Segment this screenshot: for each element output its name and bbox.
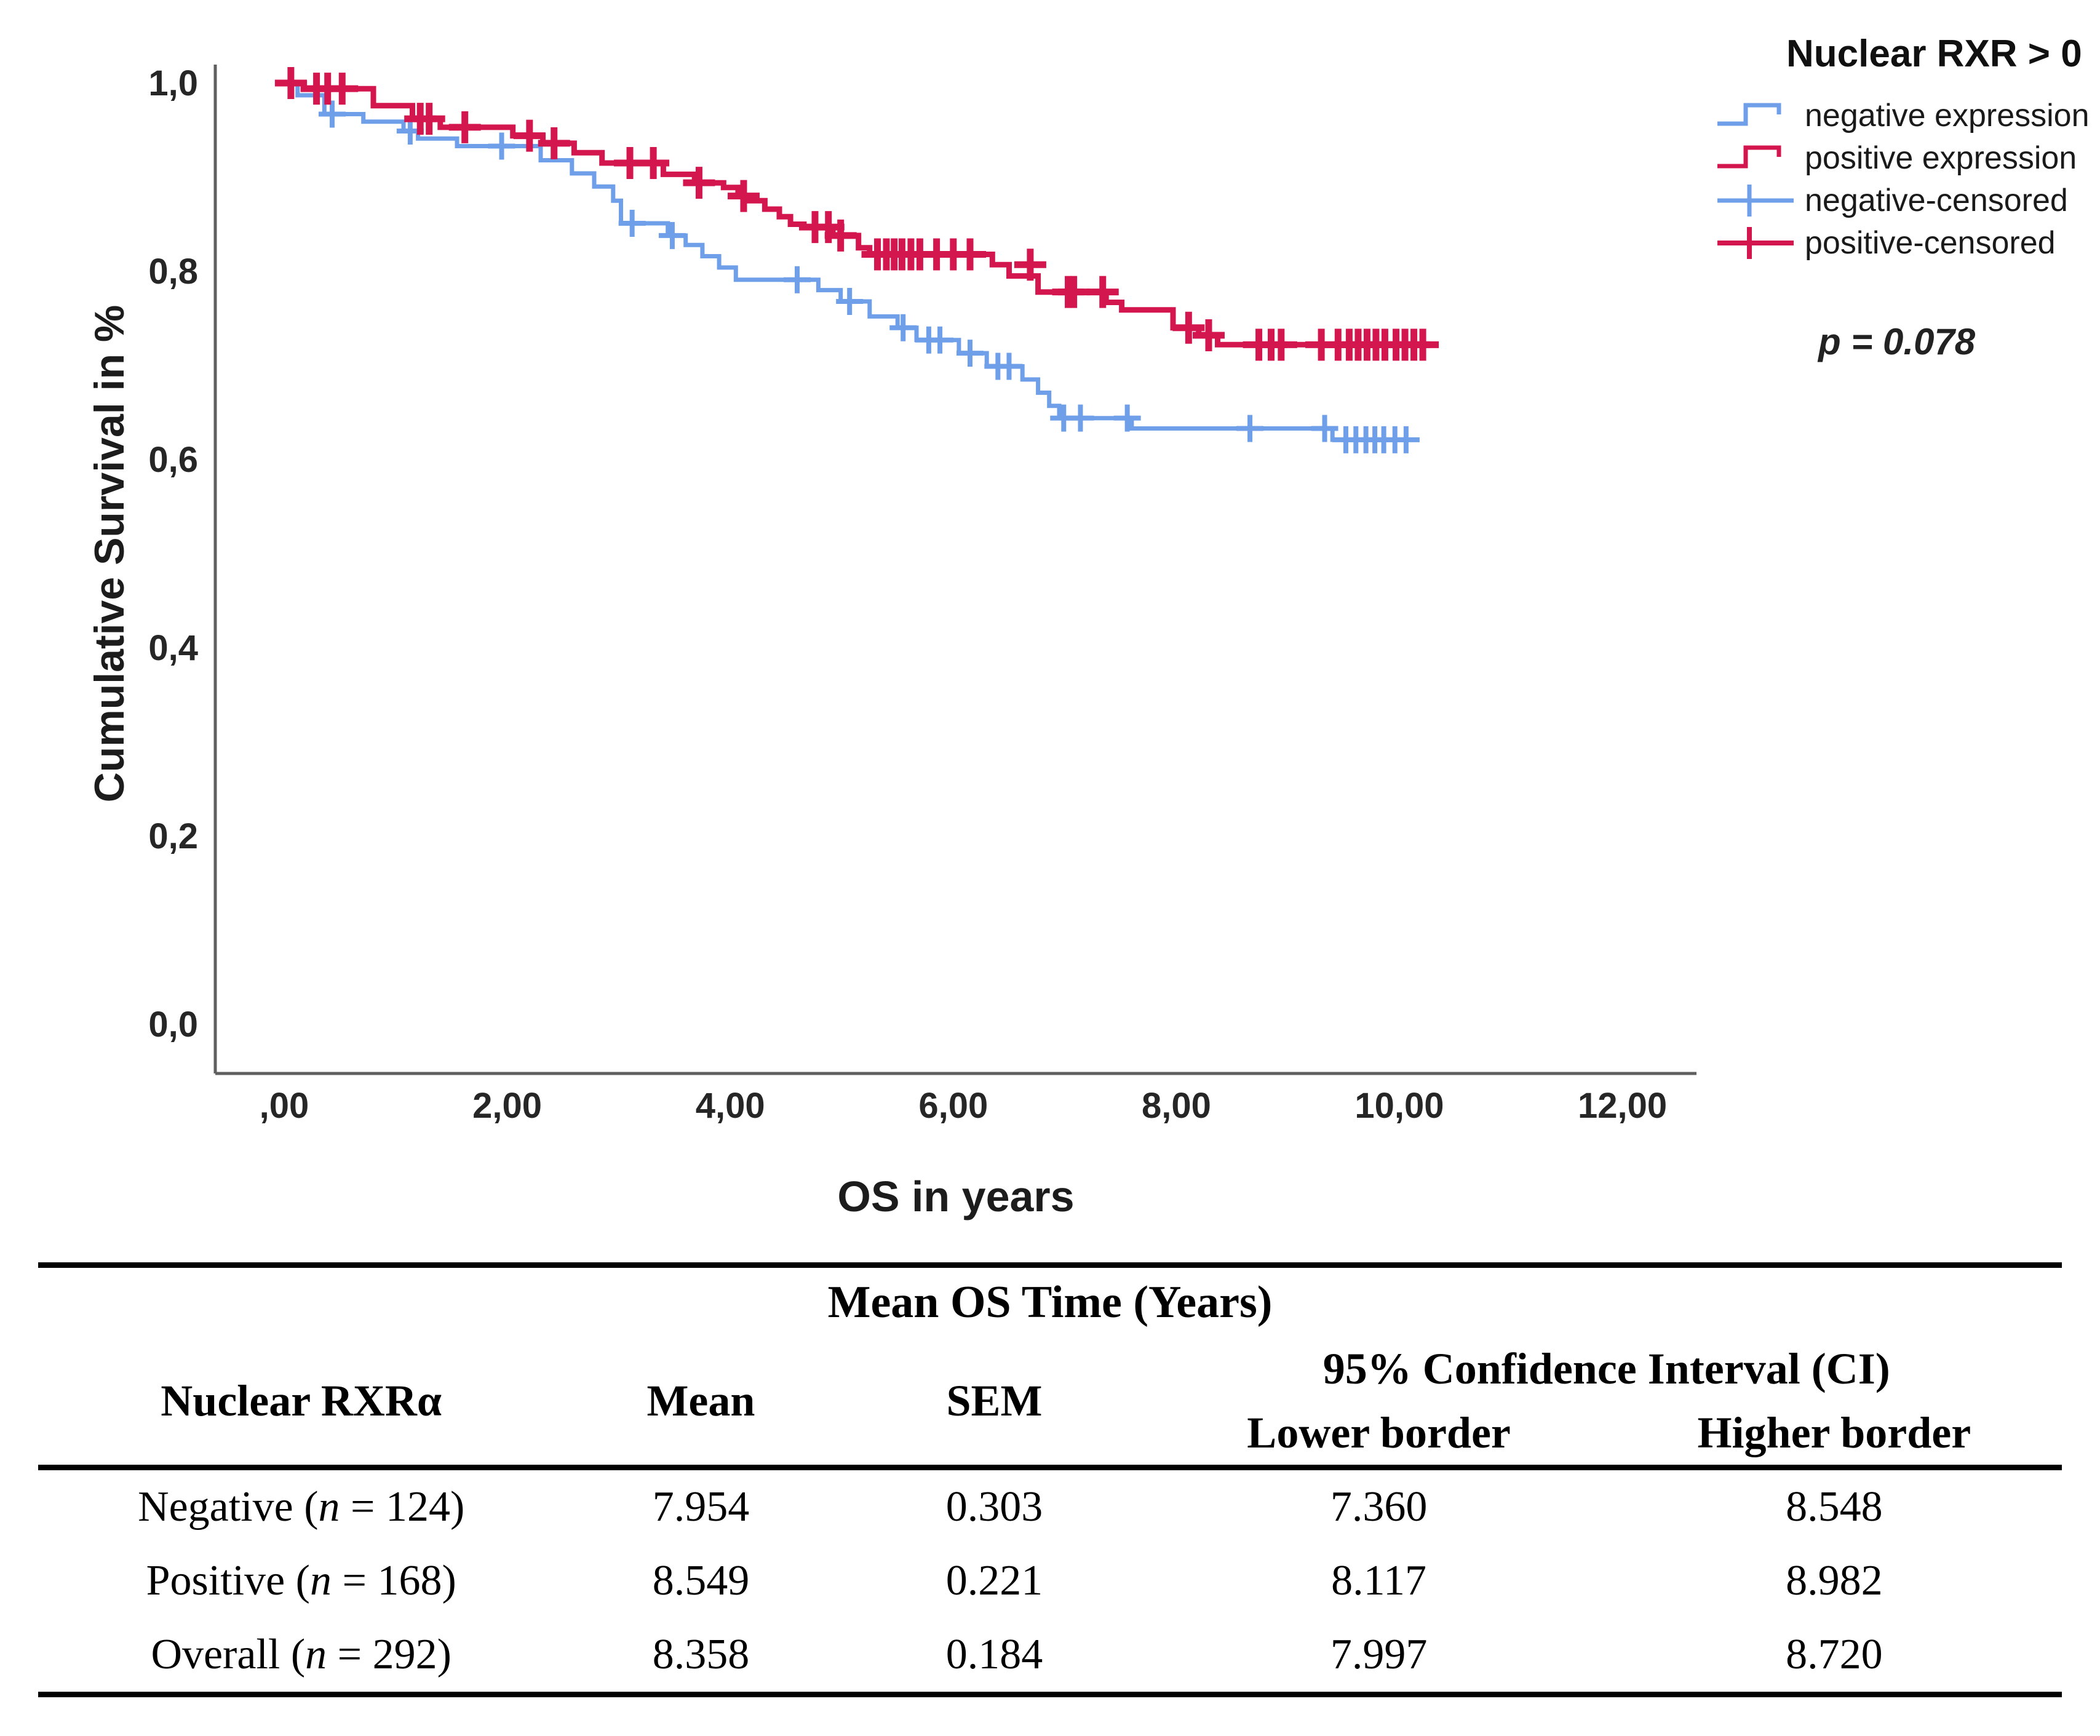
x-tick-label: 4,00: [696, 1086, 765, 1126]
x-tick-label: ,00: [260, 1086, 309, 1126]
x-tick-label: 8,00: [1142, 1086, 1211, 1126]
row-label: Positive (n = 168): [146, 1557, 456, 1604]
cell-higher: 8.548: [1786, 1483, 1883, 1531]
table-title: Mean OS Time (Years): [827, 1276, 1273, 1328]
legend-label-positive-censored: positive-censored: [1805, 225, 2056, 261]
km-plot-svg: 1,0 0,8 0,6 0,4 0,2 0,0 ,00 2,00 4,00 6,00 8,00 10,…: [148, 63, 1696, 1126]
cell-mean: 8.358: [652, 1631, 750, 1678]
x-tick-label: 10,00: [1354, 1086, 1444, 1126]
legend-item-positive-censored: positive-censored: [1715, 221, 2100, 264]
legend: Nuclear RXR > 0 negative expression posi…: [1715, 32, 2100, 363]
y-axis-title: Cumulative Survival in %: [86, 305, 133, 803]
p-value: p = 0.078: [1818, 321, 1976, 362]
step-line-icon: [1717, 145, 1781, 168]
x-tick-label: 6,00: [918, 1086, 988, 1126]
y-tick-label: 0,4: [148, 628, 198, 668]
x-tick-label: 12,00: [1578, 1086, 1667, 1126]
cell-higher: 8.982: [1786, 1557, 1883, 1604]
col-header-group: Nuclear RXRα: [38, 1337, 565, 1470]
legend-item-negative-expression: negative expression: [1715, 94, 2100, 137]
cell-lower: 7.997: [1330, 1631, 1428, 1678]
legend-title: Nuclear RXR > 0: [1786, 33, 2082, 75]
cell-lower: 7.360: [1330, 1483, 1428, 1531]
col-header-sem: SEM: [837, 1337, 1151, 1470]
cell-sem: 0.303: [945, 1483, 1043, 1531]
cell-sem: 0.184: [945, 1631, 1043, 1678]
table-row-overall: Overall (n = 292) 8.358 0.184 7.997 8.72…: [38, 1618, 2062, 1692]
y-tick-label: 0,0: [148, 1005, 198, 1045]
negative-censored-marks: [318, 100, 1420, 453]
col-header-lower-border: Lower border: [1151, 1401, 1607, 1470]
legend-item-positive-expression: positive expression: [1715, 137, 2100, 179]
positive-censored-marks: [274, 67, 1439, 361]
step-line-icon: [1717, 103, 1781, 125]
plus-mark-icon: [1717, 184, 1794, 217]
y-tick-label: 1,0: [148, 63, 198, 103]
row-label: Overall (n = 292): [151, 1631, 451, 1678]
col-header-higher-border: Higher border: [1606, 1401, 2062, 1470]
cell-higher: 8.720: [1786, 1631, 1883, 1678]
plus-mark-icon: [1717, 226, 1794, 259]
positive-expression-curve: [284, 80, 1439, 348]
y-tick-label: 0,6: [148, 440, 198, 480]
col-header-mean: Mean: [564, 1337, 838, 1470]
negative-expression-curve: [284, 81, 1413, 442]
cell-mean: 8.549: [652, 1557, 750, 1604]
row-label: Negative (n = 124): [138, 1483, 465, 1531]
y-tick-label: 0,2: [148, 816, 198, 856]
mean-os-table: Mean OS Time (Years) Nuclear RXRα Mean S…: [38, 1262, 2062, 1697]
legend-label-positive-expression: positive expression: [1805, 140, 2077, 176]
table-row-positive: Positive (n = 168) 8.549 0.221 8.117 8.9…: [38, 1544, 2062, 1618]
x-tick-label: 2,00: [472, 1086, 542, 1126]
col-header-ci: 95% Confidence Interval (CI): [1322, 1344, 1890, 1393]
table-row-negative: Negative (n = 124) 7.954 0.303 7.360 8.5…: [38, 1468, 2062, 1545]
legend-label-negative-censored: negative-censored: [1805, 182, 2068, 218]
cell-sem: 0.221: [945, 1557, 1043, 1604]
y-tick-label: 0,8: [148, 252, 198, 292]
legend-item-negative-censored: negative-censored: [1715, 179, 2100, 221]
cell-mean: 7.954: [652, 1483, 750, 1531]
cell-lower: 8.117: [1331, 1557, 1427, 1604]
legend-label-negative-expression: negative expression: [1805, 97, 2090, 133]
x-axis-title: OS in years: [837, 1173, 1075, 1220]
